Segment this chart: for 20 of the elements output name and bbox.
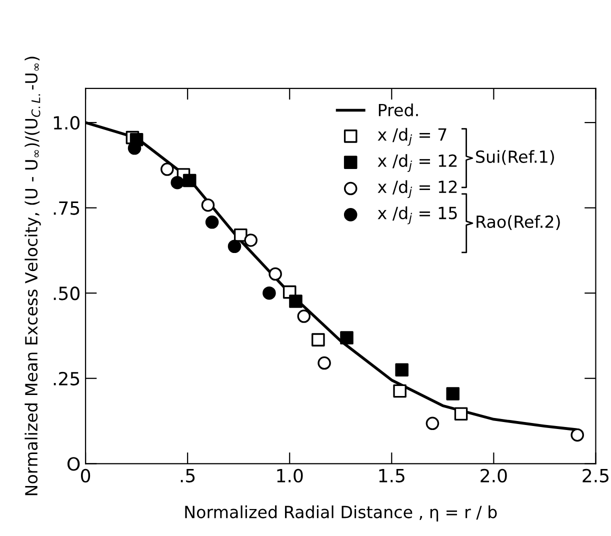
legend-label: x /d$_{j}$ = 15	[378, 206, 457, 224]
y-tick-label: O	[67, 457, 80, 471]
y-tick-label: 1.0	[54, 116, 80, 130]
y-tick-label: .50	[54, 286, 80, 300]
x-tick-label: 1.5	[379, 469, 404, 482]
x-tick-label: 1.0	[277, 468, 303, 482]
y-tick-label: .75	[54, 202, 80, 215]
annotation: Sui(Ref.1)	[476, 150, 554, 165]
legend-label: Pred.	[378, 103, 418, 116]
x-tick-label: .5	[180, 469, 195, 482]
y-axis-title: Normalized Mean Excess Velocity, (U - U$_{∞}$)/(U$_{C.L.}$-U$_{∞}$)	[24, 56, 41, 496]
annotation: Rao(Ref.2)	[476, 215, 560, 230]
legend-label: x /d$_{j}$ = 12	[378, 180, 457, 198]
x-tick-label: 2.0	[480, 468, 507, 482]
y-tick-label: .25	[54, 372, 80, 386]
x-tick-label: 2.5	[582, 468, 609, 482]
x-tick-label: 0	[80, 468, 90, 482]
legend-label: x /d$_{j}$ = 7	[378, 128, 446, 146]
x-axis-title: Normalized Radial Distance , η = r / b	[185, 505, 497, 522]
legend-label: x /d$_{j}$ = 12	[378, 154, 457, 172]
